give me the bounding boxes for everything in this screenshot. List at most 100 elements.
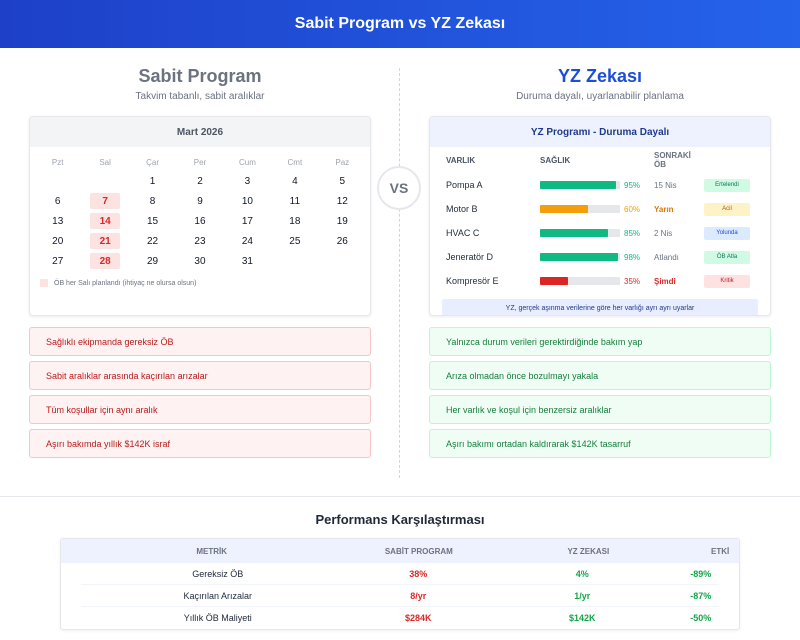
asset-table: VARLIK SAĞLIK SONRAKİ ÖB Pompa A 95% 15 Ni… bbox=[430, 147, 770, 293]
health-percent: 98% bbox=[624, 252, 641, 262]
calendar-day: 28 bbox=[81, 251, 128, 271]
header-fixed: SABİT PROGRAM bbox=[384, 546, 453, 556]
calendar-card: Mart 2026 Pzt Sal Çar Per Cum Cmt Paz 1 2 3 4 5 6 7 8 9… bbox=[29, 116, 371, 316]
asset-row: Kompresör E 35% Şimdi Kritik bbox=[446, 269, 754, 293]
next-pm: 15 Nis bbox=[654, 180, 677, 190]
impact-value: -87% bbox=[690, 590, 712, 601]
calendar-day: 18 bbox=[289, 215, 301, 227]
health-bar-fill bbox=[540, 181, 616, 189]
calendar-day: 23 bbox=[194, 235, 206, 247]
status-badge: ÖB Atla bbox=[704, 251, 750, 264]
health-percent: 95% bbox=[624, 180, 641, 190]
header-metric: METRİK bbox=[196, 546, 227, 556]
ai-title: YZ Zekası bbox=[557, 66, 643, 86]
vs-badge: VS bbox=[377, 166, 421, 210]
status-badge: Acil bbox=[704, 203, 750, 216]
next-pm: Şimdi bbox=[654, 276, 676, 286]
benefit-item: Arıza olmadan önce bozulmayı yakala bbox=[429, 361, 771, 390]
calendar-day: 24 bbox=[241, 235, 253, 247]
health-bar-fill bbox=[540, 277, 568, 285]
health-bar-fill bbox=[540, 205, 588, 213]
status-badge-cell: ÖB Atla bbox=[704, 250, 752, 264]
ai-card-title: YZ Programı - Duruma Dayalı bbox=[430, 117, 770, 147]
calendar-day-name: Per bbox=[193, 157, 207, 167]
calendar-month: Mart 2026 bbox=[30, 117, 370, 147]
calendar-day: 4 bbox=[292, 175, 298, 187]
asset-name: Motor B bbox=[446, 204, 478, 214]
ai-note: YZ, gerçek aşınma verilerine göre her va… bbox=[442, 299, 758, 315]
health-bar-cell bbox=[540, 277, 624, 285]
header-ai: YZ ZEKASI bbox=[567, 546, 610, 556]
calendar-day: 17 bbox=[241, 215, 253, 227]
performance-row: Yıllık ÖB Maliyeti $284K $142K -50% bbox=[81, 607, 719, 629]
fixed-schedule-column: Sabit Program Takvim tabanlı, sabit aral… bbox=[29, 48, 371, 463]
ai-value: 1/yr bbox=[574, 590, 591, 601]
calendar-day-name: Paz bbox=[335, 157, 350, 167]
ai-subtitle: Duruma dayalı, uyarlanabilir planlama bbox=[516, 91, 684, 102]
calendar-day: 11 bbox=[289, 195, 301, 207]
page-title: Sabit Program vs YZ Zekası bbox=[294, 15, 506, 32]
calendar-day bbox=[34, 171, 81, 191]
status-badge-cell: Acil bbox=[704, 202, 752, 216]
health-percent: 85% bbox=[624, 228, 641, 238]
status-badge: Yolunda bbox=[704, 227, 750, 240]
page-header: Sabit Program vs YZ Zekası bbox=[0, 0, 800, 48]
performance-title: Performans Karşılaştırması bbox=[315, 512, 485, 527]
drawback-item: Aşırı bakımda yıllık $142K israf bbox=[29, 429, 371, 458]
health-bar-cell bbox=[540, 253, 624, 261]
center-divider bbox=[399, 68, 400, 478]
calendar-day: 1 bbox=[149, 175, 156, 187]
fixed-value: 38% bbox=[409, 568, 428, 579]
calendar-day: 16 bbox=[194, 215, 206, 227]
calendar-day: 8 bbox=[149, 195, 156, 207]
health-bar-cell bbox=[540, 229, 624, 237]
col-asset: VARLIK bbox=[446, 155, 476, 165]
calendar-day: 22 bbox=[147, 235, 159, 247]
calendar-day: 9 bbox=[197, 195, 203, 207]
ai-value: 4% bbox=[575, 568, 589, 579]
calendar-day: 30 bbox=[194, 255, 206, 267]
calendar-day: 27 bbox=[52, 255, 64, 267]
performance-table-header: METRİK SABİT PROGRAM YZ ZEKASI ETKİ bbox=[61, 539, 739, 563]
next-pm: Yarın bbox=[654, 204, 674, 214]
health-bar-cell bbox=[540, 181, 624, 189]
calendar-day-name: Cum bbox=[238, 157, 256, 167]
ai-benefits: Yalnızca durum verileri gerektirdiğinde … bbox=[429, 327, 771, 458]
calendar-day-pm-scheduled: 7 bbox=[90, 193, 121, 209]
fixed-value: 8/yr bbox=[410, 590, 427, 601]
health-bar-fill bbox=[540, 253, 619, 261]
asset-table-header: VARLIK SAĞLIK SONRAKİ ÖB bbox=[446, 147, 754, 173]
status-badge-cell: Kritik bbox=[704, 274, 752, 288]
asset-name: HVAC C bbox=[446, 228, 480, 238]
fixed-schedule-subtitle: Takvim tabanlı, sabit aralıklar bbox=[135, 91, 265, 102]
asset-row: Pompa A 95% 15 Nis Ertelendi bbox=[446, 173, 754, 197]
health-bar-track bbox=[540, 181, 620, 189]
health-percent: 35% bbox=[624, 276, 641, 286]
calendar-day-pm-scheduled: 14 bbox=[90, 213, 121, 229]
status-badge-cell: Ertelendi bbox=[704, 178, 752, 192]
calendar-day: 7 bbox=[81, 191, 128, 211]
health-bar-track bbox=[540, 253, 620, 261]
calendar-day: 10 bbox=[241, 195, 253, 207]
status-badge: Kritik bbox=[704, 275, 750, 288]
calendar-day bbox=[271, 251, 318, 271]
calendar-day: 19 bbox=[336, 215, 348, 227]
calendar-day-pm-scheduled: 21 bbox=[90, 233, 121, 249]
legend-swatch bbox=[40, 279, 48, 287]
calendar-day: 20 bbox=[52, 235, 64, 247]
calendar-legend: ÖB her Salı planlandı (ihtiyaç ne olursa… bbox=[30, 271, 370, 287]
calendar-day-pm-scheduled: 28 bbox=[90, 253, 121, 269]
fixed-schedule-drawbacks: Sağlıklı ekipmanda gereksiz ÖB Sabit aral… bbox=[29, 327, 371, 458]
health-bar-track bbox=[540, 277, 620, 285]
health-bar-track bbox=[540, 229, 620, 237]
drawback-item: Sabit aralıklar arasında kaçırılan arıza… bbox=[29, 361, 371, 390]
performance-row: Gereksiz ÖB 38% 4% -89% bbox=[81, 563, 719, 585]
calendar-day bbox=[319, 251, 366, 271]
asset-row: Motor B 60% Yarın Acil bbox=[446, 197, 754, 221]
calendar-day-name: Cmt bbox=[287, 157, 303, 167]
calendar-day: 29 bbox=[147, 255, 159, 267]
performance-row: Kaçırılan Arızalar 8/yr 1/yr -87% bbox=[81, 585, 719, 607]
drawback-item: Sağlıklı ekipmanda gereksiz ÖB bbox=[29, 327, 371, 356]
ai-value: $142K bbox=[569, 613, 596, 623]
asset-row: Jeneratör D 98% Atlandı ÖB Atla bbox=[446, 245, 754, 269]
